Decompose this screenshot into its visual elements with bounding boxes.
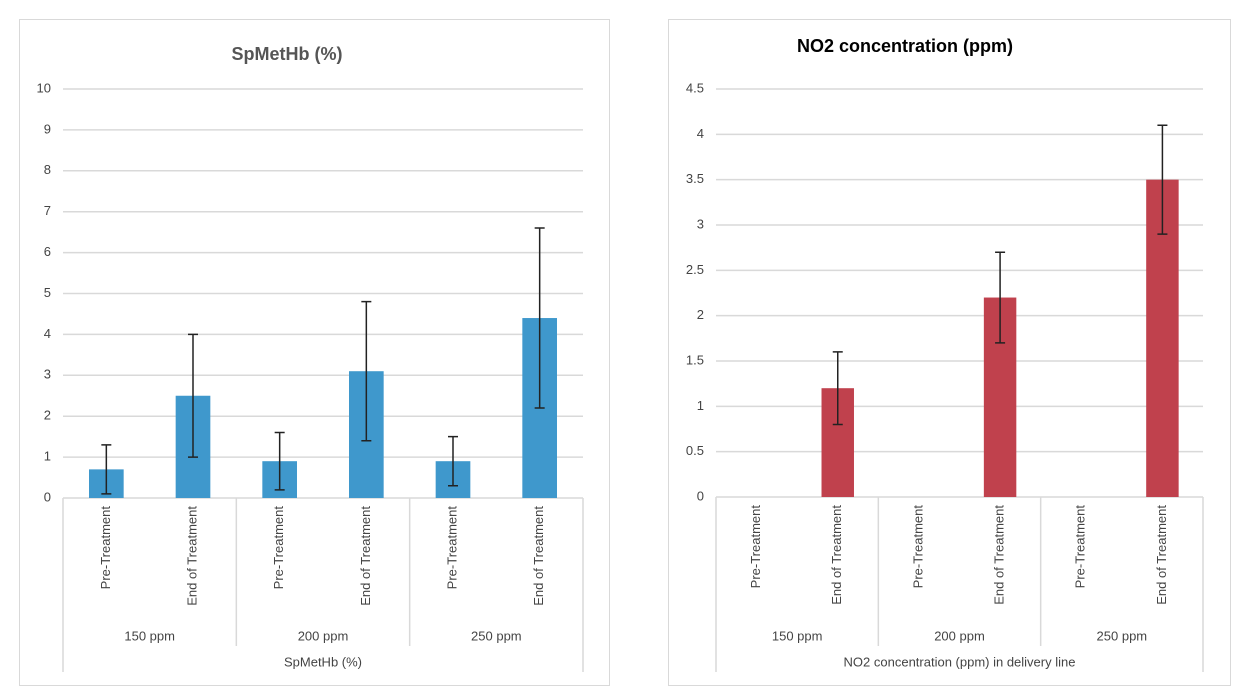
group-label: 250 ppm	[1097, 628, 1148, 643]
error-bar	[1157, 124, 1168, 235]
error-bar	[361, 300, 372, 442]
y-tick-label: 1	[44, 449, 51, 464]
chart-title: SpMetHb (%)	[232, 44, 343, 64]
error-bar	[534, 227, 545, 409]
y-tick-label: 4	[697, 126, 704, 141]
error-bar	[188, 333, 198, 458]
chart-title: NO2 concentration (ppm)	[797, 36, 1013, 56]
y-tick-label: 0	[44, 489, 51, 504]
x-tick-label: Pre-Treatment	[910, 505, 925, 589]
error-bar	[832, 351, 843, 426]
x-tick-label: End of Treatment	[992, 505, 1007, 605]
x-tick-label: End of Treatment	[531, 506, 546, 606]
error-bar	[995, 251, 1006, 344]
x-tick-label: End of Treatment	[1154, 505, 1169, 605]
x-axis-title: NO2 concentration (ppm) in delivery line	[844, 654, 1076, 669]
y-tick-label: 2.5	[686, 262, 704, 277]
y-tick-label: 5	[44, 285, 51, 300]
y-tick-label: 10	[37, 80, 51, 95]
x-tick-label: Pre-Treatment	[98, 506, 113, 590]
y-tick-label: 3.5	[686, 171, 704, 186]
y-tick-label: 9	[44, 121, 51, 136]
y-tick-label: 3	[697, 216, 704, 231]
x-tick-label: Pre-Treatment	[748, 505, 763, 589]
error-bar	[448, 435, 458, 487]
group-label: 150 ppm	[124, 628, 175, 643]
y-tick-label: 7	[44, 203, 51, 218]
y-tick-label: 4	[44, 326, 51, 341]
x-tick-label: Pre-Treatment	[271, 506, 286, 590]
x-tick-label: Pre-Treatment	[444, 506, 459, 590]
error-bar	[274, 431, 285, 491]
y-tick-label: 0	[697, 488, 704, 503]
chart-frame	[668, 19, 1231, 686]
y-tick-label: 2	[697, 307, 704, 322]
y-tick-label: 1	[697, 398, 704, 413]
y-tick-label: 3	[44, 367, 51, 382]
x-tick-label: End of Treatment	[829, 505, 844, 605]
y-tick-label: 4.5	[686, 80, 704, 95]
y-tick-label: 6	[44, 244, 51, 259]
y-tick-label: 2	[44, 408, 51, 423]
x-axis-title: SpMetHb (%)	[284, 654, 362, 669]
x-tick-label: End of Treatment	[184, 506, 199, 606]
x-tick-label: End of Treatment	[358, 506, 373, 606]
y-tick-label: 1.5	[686, 352, 704, 367]
group-label: 200 ppm	[298, 628, 349, 643]
group-label: 200 ppm	[934, 628, 985, 643]
x-tick-label: Pre-Treatment	[1073, 505, 1088, 589]
y-tick-label: 0.5	[686, 443, 704, 458]
group-label: 150 ppm	[772, 628, 823, 643]
group-label: 250 ppm	[471, 628, 522, 643]
y-tick-label: 8	[44, 162, 51, 177]
error-bar	[101, 444, 112, 495]
